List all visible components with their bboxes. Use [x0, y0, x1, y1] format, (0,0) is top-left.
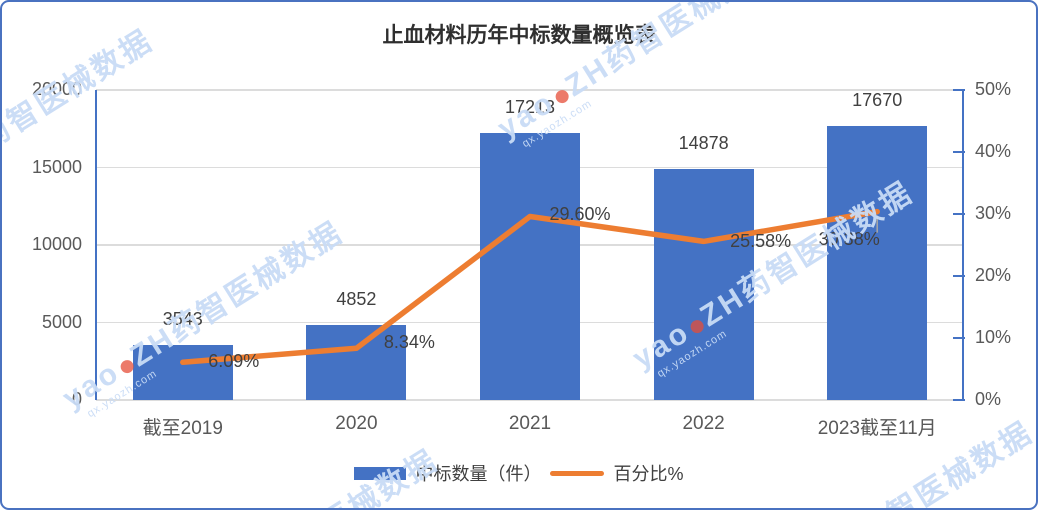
line-value-label: 29.60% — [549, 204, 611, 225]
gridline — [96, 399, 964, 401]
legend-bar-label: 中标数量（件） — [415, 464, 542, 484]
right-axis-label: 0% — [975, 389, 1002, 409]
bar — [827, 126, 928, 400]
right-axis-label: 20% — [975, 265, 1012, 285]
legend-bar-swatch — [354, 466, 407, 480]
right-axis-tick — [953, 151, 965, 153]
y-axis-label: 10000 — [31, 234, 82, 254]
bar — [480, 133, 580, 400]
right-axis-label: 30% — [975, 203, 1012, 223]
line-value-label: 25.58% — [730, 231, 792, 252]
x-axis-label: 2023截至11月 — [817, 418, 937, 439]
watermark-text: yaoZH药智医械数据 — [2, 24, 159, 223]
bar-value-label: 14878 — [678, 133, 729, 154]
legend-line-swatch — [550, 470, 605, 476]
y-axis-label: 5000 — [41, 311, 82, 332]
watermark-brand: yaoZH药智医械数据 qx.yaozh.com — [2, 24, 166, 235]
x-axis-label: 2021 — [508, 413, 552, 434]
bar-value-label: 4852 — [336, 288, 377, 309]
legend-line-label: 百分比% — [613, 464, 684, 484]
y-axis-label: 0 — [71, 389, 82, 409]
right-axis-tick — [953, 275, 965, 277]
bar-value-label: 17670 — [852, 90, 903, 111]
watermark-suffix: ZH药智医械数据 — [559, 0, 785, 104]
right-axis-line — [962, 90, 964, 400]
right-axis-label: 50% — [975, 79, 1012, 99]
right-axis-tick — [953, 337, 965, 339]
left-axis-line — [95, 90, 97, 400]
x-axis-label: 截至2019 — [142, 418, 223, 439]
right-axis-tick — [953, 89, 965, 91]
right-axis-label: 10% — [975, 327, 1012, 347]
line-value-label: 8.34% — [383, 332, 435, 353]
right-axis-tick — [953, 399, 965, 401]
y-axis-label: 20000 — [31, 79, 82, 99]
gridline — [96, 89, 964, 91]
line-value-label: 6.09% — [208, 351, 260, 372]
right-axis-tick — [953, 213, 965, 215]
x-axis-label: 2022 — [682, 413, 725, 434]
bar-value-label: 3543 — [162, 309, 203, 330]
bar-value-label: 17213 — [504, 97, 556, 118]
y-axis-label: 15000 — [31, 156, 82, 177]
x-axis-label: 2020 — [335, 413, 378, 434]
bar — [653, 169, 754, 400]
chart-title: 止血材料历年中标数量概览表 — [382, 24, 656, 47]
legend: 中标数量（件） 百分比% — [2, 460, 1036, 486]
line-value-label: 30.38% — [818, 228, 880, 249]
right-axis-label: 40% — [975, 141, 1012, 161]
